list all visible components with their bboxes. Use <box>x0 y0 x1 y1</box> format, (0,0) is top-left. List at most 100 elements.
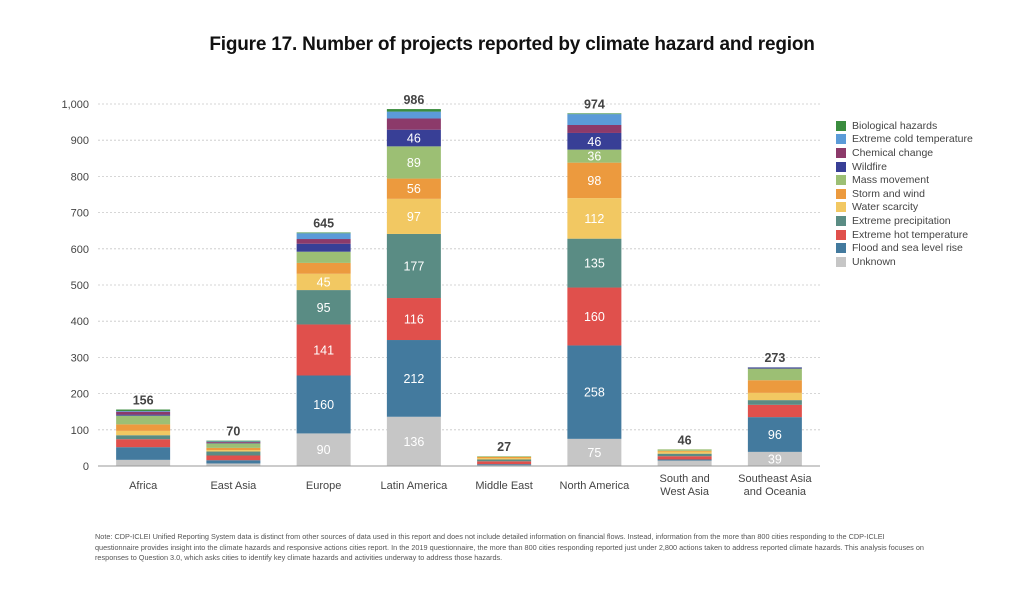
legend-label: Extreme cold temperature <box>852 133 973 146</box>
legend-item: Chemical change <box>836 146 973 160</box>
legend-label: Flood and sea level rise <box>852 242 963 255</box>
total-label: 986 <box>403 93 424 107</box>
bar-segment-mass-movement <box>477 456 532 457</box>
total-label: 645 <box>313 217 334 231</box>
bar-segment-unknown <box>386 416 441 466</box>
bar-segment-flood-and-sea-level-rise <box>657 459 712 461</box>
bar-segment-wildfire <box>116 414 171 416</box>
bar-segment-water-scarcity <box>206 450 261 452</box>
bar-segment-storm-and-wind <box>567 162 622 199</box>
bar-segment-extreme-hot-temperature <box>747 404 802 418</box>
legend-label: Extreme precipitation <box>852 214 951 227</box>
legend-label: Mass movement <box>852 174 930 187</box>
bar-segment-unknown <box>657 460 712 466</box>
x-category-label: Africa <box>129 480 158 492</box>
total-label: 974 <box>584 97 605 111</box>
legend-item: Extreme precipitation <box>836 214 973 228</box>
y-tick-label: 100 <box>71 425 89 437</box>
segment-value-label: 56 <box>407 182 421 196</box>
legend-label: Wildfire <box>852 160 888 173</box>
legend-item: Unknown <box>836 255 973 269</box>
segment-value-label: 45 <box>317 275 331 289</box>
bar-segment-wildfire <box>386 129 441 147</box>
legend-swatch <box>836 202 846 213</box>
bar-segment-extreme-hot-temperature <box>116 439 171 448</box>
segment-value-label: 136 <box>403 435 424 449</box>
x-category-label: North America <box>560 480 631 492</box>
bar-segment-biological-hazards <box>206 440 261 442</box>
bar-segment-extreme-cold-temperature <box>747 367 802 368</box>
legend-swatch <box>836 215 846 226</box>
total-label: 27 <box>497 440 511 454</box>
bar-segment-water-scarcity <box>116 430 171 436</box>
bar-segment-mass-movement <box>747 368 802 381</box>
y-tick-label: 700 <box>71 208 89 220</box>
chart-title: Figure 17. Number of projects reported b… <box>209 34 815 55</box>
bar-segment-flood-and-sea-level-rise <box>747 417 802 452</box>
segment-value-label: 258 <box>584 386 605 400</box>
x-category-label: Middle East <box>475 480 532 492</box>
bar-segment-extreme-cold-temperature <box>206 441 261 442</box>
bar-segment-water-scarcity <box>386 198 441 234</box>
x-category-label: East Asia <box>210 480 257 492</box>
legend-swatch <box>836 243 846 254</box>
x-category-label: West Asia <box>660 486 710 498</box>
segment-value-label: 212 <box>403 372 424 386</box>
bar-segment-water-scarcity <box>747 392 802 401</box>
bar-segment-extreme-hot-temperature <box>657 456 712 460</box>
segment-value-label: 160 <box>584 310 605 324</box>
bars: 156 70 90 160 141 95 45 645 136 212 116 177 97 56 89 46… <box>116 93 802 466</box>
bar-segment-flood-and-sea-level-rise <box>477 464 532 466</box>
legend-swatch <box>836 229 846 240</box>
segment-value-label: 141 <box>313 343 334 357</box>
bar-segment-unknown <box>116 459 171 466</box>
segment-value-label: 89 <box>407 156 421 170</box>
legend-swatch <box>836 175 846 186</box>
bar-segment-wildfire <box>296 243 351 252</box>
bar-segment-extreme-cold-temperature <box>296 233 351 240</box>
bar-segment-storm-and-wind <box>296 262 351 274</box>
legend-label: Unknown <box>852 255 896 268</box>
legend-label: Chemical change <box>852 146 934 159</box>
bar-segment-storm-and-wind <box>206 447 261 451</box>
bar-segment-storm-and-wind <box>477 456 532 459</box>
legend-swatch <box>836 256 846 267</box>
x-category-label: Latin America <box>381 480 449 492</box>
segment-value-label: 46 <box>587 135 601 149</box>
bar-segment-biological-hazards <box>296 232 351 234</box>
segment-value-label: 95 <box>317 301 331 315</box>
bar-segment-mass-movement <box>567 149 622 163</box>
bar-segment-chemical-change <box>116 411 171 415</box>
bar-segment-biological-hazards <box>567 113 622 115</box>
y-tick-label: 500 <box>71 280 89 292</box>
legend-label: Biological hazards <box>852 119 938 132</box>
bar-segment-flood-and-sea-level-rise <box>567 345 622 439</box>
bar-segment-extreme-precipitation <box>116 435 171 440</box>
legend-item: Wildfire <box>836 160 973 174</box>
y-tick-label: 1,000 <box>61 99 89 111</box>
segment-value-label: 112 <box>584 212 604 226</box>
x-category-label: Southeast Asia <box>738 473 812 485</box>
bar-segment-wildfire <box>567 132 622 150</box>
gridlines <box>98 103 820 431</box>
legend-label: Storm and wind <box>852 187 925 200</box>
bar-segment-mass-movement <box>296 251 351 263</box>
y-tick-label: 600 <box>71 244 89 256</box>
bar-segment-flood-and-sea-level-rise <box>296 375 351 434</box>
y-tick-label: 200 <box>71 389 89 401</box>
total-label: 156 <box>133 394 154 408</box>
bar-segment-extreme-cold-temperature <box>386 111 441 119</box>
bar-segment-mass-movement <box>206 443 261 448</box>
segment-value-label: 75 <box>587 446 601 460</box>
bar-segment-biological-hazards <box>386 109 441 112</box>
bar-segment-wildfire <box>747 367 802 369</box>
bar-segment-water-scarcity <box>567 198 622 239</box>
bar-segment-extreme-precipitation <box>477 459 532 462</box>
segment-value-label: 96 <box>768 428 782 442</box>
y-tick-label: 400 <box>71 316 89 328</box>
bar-segment-flood-and-sea-level-rise <box>206 460 261 464</box>
total-label: 70 <box>226 425 240 439</box>
segment-value-label: 98 <box>587 174 601 188</box>
bar-segment-unknown <box>747 451 802 466</box>
y-tick-label: 0 <box>83 461 89 473</box>
